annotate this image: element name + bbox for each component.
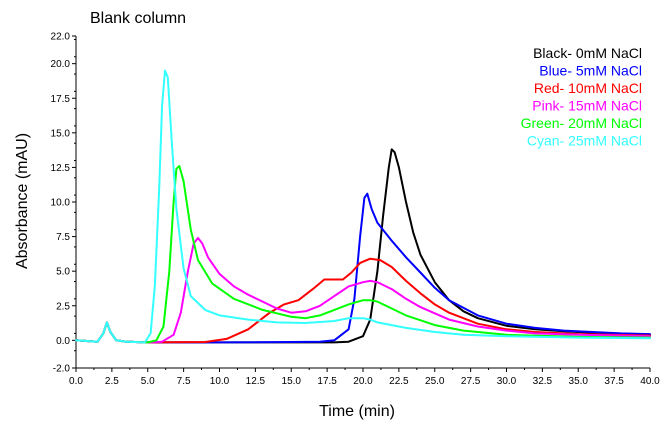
- x-tick-label: 22.5: [389, 376, 409, 387]
- x-tick-label: 12.5: [246, 376, 266, 387]
- series-line-3: [75, 237, 651, 344]
- legend-entry-3: Pink- 15mM NaCl: [532, 98, 642, 114]
- x-tick-label: 25.0: [425, 376, 445, 387]
- legend-entry-5: Cyan- 25mM NaCl: [527, 133, 642, 149]
- y-tick-label: 2.5: [56, 301, 70, 312]
- x-tick-label: 7.5: [177, 376, 191, 387]
- x-tick-label: 15.0: [282, 376, 302, 387]
- y-tick-label: 15.0: [51, 128, 71, 139]
- x-tick-label: 0.0: [69, 376, 83, 387]
- y-tick-label: -2.0: [53, 364, 71, 375]
- x-axis-ticks: 0.0 2.5 5.0 7.5 10.0 12.5 15.0 17.5 20.0 22.5 25.0…: [69, 368, 660, 387]
- y-axis-ticks: -2.0 0.0 2.5 5.0 7.5 10.0 12.5 15.0 17.5 20.0 22.0: [51, 32, 76, 375]
- y-tick-label: 17.5: [51, 94, 71, 105]
- y-tick-label: 12.5: [51, 163, 71, 174]
- series-line-4: [75, 165, 651, 344]
- x-tick-label: 10.0: [210, 376, 230, 387]
- y-axis-label: Absorbance (mAU): [14, 133, 31, 269]
- x-axis-label: Time (min): [319, 403, 395, 420]
- legend-entry-2: Red- 10mM NaCl: [534, 80, 642, 96]
- y-tick-label: 7.5: [56, 232, 70, 243]
- chart-title: Blank column: [90, 10, 186, 27]
- x-tick-label: 40.0: [640, 376, 660, 387]
- x-tick-label: 2.5: [105, 376, 119, 387]
- y-tick-label: 22.0: [51, 32, 71, 43]
- x-tick-label: 37.5: [604, 376, 624, 387]
- x-tick-label: 17.5: [317, 376, 337, 387]
- x-tick-label: 30.0: [497, 376, 517, 387]
- y-tick-label: 0.0: [56, 336, 70, 347]
- x-tick-label: 35.0: [569, 376, 589, 387]
- y-tick-label: 5.0: [56, 267, 70, 278]
- legend-entry-4: Green- 20mM NaCl: [521, 115, 642, 131]
- y-tick-label: 20.0: [51, 59, 71, 70]
- x-tick-label: 5.0: [141, 376, 155, 387]
- series-line-1: [75, 192, 651, 344]
- x-tick-label: 27.5: [461, 376, 481, 387]
- legend-entry-1: Blue- 5mM NaCl: [539, 63, 642, 79]
- y-tick-label: 10.0: [51, 198, 71, 209]
- x-tick-label: 32.5: [533, 376, 553, 387]
- series-line-0: [75, 148, 651, 344]
- legend-entry-0: Black- 0mM NaCl: [533, 45, 642, 61]
- series-line-5: [75, 69, 651, 344]
- x-tick-label: 20.0: [353, 376, 373, 387]
- series-lines: [75, 69, 651, 344]
